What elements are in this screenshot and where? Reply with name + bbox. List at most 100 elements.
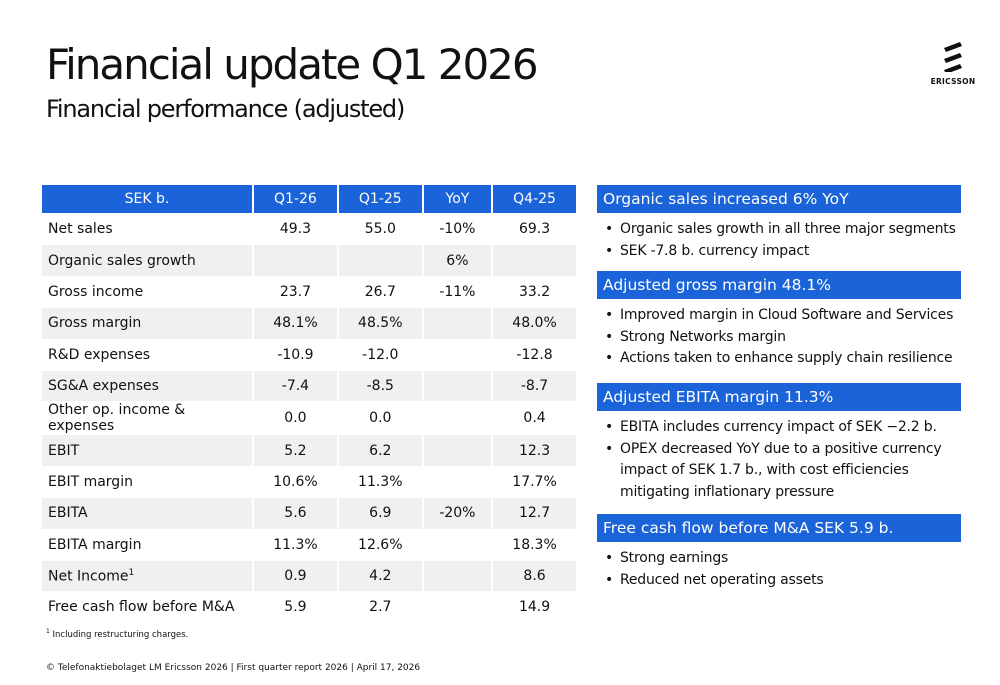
cell-q126: 0.9 [254,559,337,592]
cell-q126: -7.4 [254,369,337,402]
table-header-row: SEK b. Q1-26 Q1-25 YoY Q4-25 [42,185,576,213]
col-header-q1-25: Q1-25 [338,185,422,213]
highlight-panel: Free cash flow before M&A SEK 5.9 b. • Str… [597,514,961,591]
row-label: Other op. income & expenses [42,401,252,434]
cell-yoy: -20% [423,497,492,529]
panel-heading: Adjusted EBITA margin 11.3% [597,383,961,411]
table-row: EBIT margin 10.6% 11.3% 17.7% [42,465,576,497]
bullet-text: EBITA includes currency impact of SEK −2… [620,419,937,435]
row-label-text: Net sales [48,221,113,238]
bullet-item: • SEK -7.8 b. currency impact [597,241,961,263]
cell-q126: 10.6% [254,465,337,497]
bullet-icon: • [605,440,614,457]
cell-q425 [493,244,576,276]
page-title: Financial update Q1 2026 [46,40,539,89]
row-label-text: Other op. income & expenses [48,402,186,435]
bullet-item: • Improved margin in Cloud Software and S… [597,305,961,327]
row-label: EBIT margin [42,465,252,497]
bullet-text: Actions taken to enhance supply chain re… [620,350,953,366]
table-row: Net sales 49.3 55.0 -10% 69.3 [42,213,576,244]
table-row: EBIT 5.2 6.2 12.3 [42,434,576,466]
cell-q126: 48.1% [254,307,337,339]
footer-copyright: © Telefonaktiebolaget LM Ericsson 2026 |… [46,663,421,673]
highlight-panel: Adjusted gross margin 48.1% • Improved mar… [597,271,961,370]
cell-yoy: 6% [423,244,492,276]
row-label: EBITA margin [42,528,252,560]
cell-yoy [423,528,492,560]
bullet-icon: • [605,571,614,588]
footnote-ref: 1 [128,567,135,578]
cell-q125: 26.7 [338,275,422,307]
row-label: EBITA [42,497,252,529]
cell-q125: 6.2 [338,434,422,466]
cell-q425: 8.6 [493,559,576,592]
cell-q125: 6.9 [338,497,422,529]
cell-yoy [423,401,492,434]
bullet-list: • Strong earnings • Reduced net operating a… [597,548,961,591]
row-label-text: Gross margin [48,315,142,332]
table-row: Net Income1 0.9 4.2 8.6 [42,559,576,592]
row-label: Net Income1 [42,559,252,592]
footnote: 1 Including restructuring charges. [46,628,188,640]
cell-q126: -10.9 [254,338,337,370]
bullet-icon: • [605,307,614,323]
row-label: Free cash flow before M&A [42,591,252,622]
table-row: SG&A expenses -7.4 -8.5 -8.7 [42,369,576,402]
panel-heading: Organic sales increased 6% YoY [597,185,961,213]
cell-yoy: -11% [423,275,492,307]
cell-q425: 12.7 [493,497,576,529]
bullet-item: • EBITA includes currency impact of SEK −… [597,417,961,439]
row-label-text: EBITA [48,505,88,522]
cell-q126: 5.2 [254,434,337,466]
cell-yoy: -10% [423,213,492,244]
col-header-q1-26: Q1-26 [254,185,337,213]
logo-wordmark: ERICSSON [930,77,976,86]
row-label-text: EBIT [48,442,80,459]
table-body: Net sales 49.3 55.0 -10% 69.3 Organic sales g… [42,213,576,623]
financial-table: SEK b. Q1-26 Q1-25 YoY Q4-25 Net sales 49… [40,185,578,623]
cell-yoy [423,591,492,622]
row-label: SG&A expenses [42,369,252,402]
row-label-text: Free cash flow before M&A [48,599,235,616]
bullet-icon: • [605,419,614,435]
cell-yoy [423,559,492,592]
bullet-text: Strong earnings [620,550,729,566]
cell-q425: -12.8 [493,338,576,370]
cell-q126: 5.9 [254,591,337,622]
ericsson-logo: ERICSSON [930,42,976,86]
bullet-text: Reduced net operating assets [620,571,824,588]
row-label-text: Organic sales growth [48,252,196,269]
cell-q425: 33.2 [493,275,576,307]
row-label-text: EBITA margin [48,536,142,553]
row-label-text: R&D expenses [48,346,151,363]
cell-q126: 11.3% [254,528,337,560]
bullet-text: OPEX decreased YoY due to a positive cur… [620,440,942,500]
bullet-item: • Reduced net operating assets [597,570,961,592]
cell-q125: -8.5 [338,369,422,402]
cell-q126: 23.7 [254,275,337,307]
cell-q126: 0.0 [254,401,337,434]
row-label-text: Gross income [48,283,144,300]
panel-heading: Adjusted gross margin 48.1% [597,271,961,299]
table-row: EBITA 5.6 6.9 -20% 12.7 [42,497,576,529]
cell-q126 [254,244,337,276]
cell-q125: 12.6% [338,528,422,560]
cell-q125: -12.0 [338,338,422,370]
row-label: Gross margin [42,307,252,339]
ericsson-mark-icon [944,42,962,72]
row-label: R&D expenses [42,338,252,370]
bullet-list: • Improved margin in Cloud Software and S… [597,305,961,370]
cell-yoy [423,465,492,497]
footnote-text: Including restructuring charges. [52,629,189,640]
cell-q425: 48.0% [493,307,576,339]
cell-yoy [423,307,492,339]
table-row: Gross income 23.7 26.7 -11% 33.2 [42,275,576,307]
bullet-text: SEK -7.8 b. currency impact [620,242,810,259]
cell-q425: 0.4 [493,401,576,434]
bullet-text: Strong Networks margin [620,328,786,345]
row-label: EBIT [42,434,252,466]
col-header-label: SEK b. [42,185,252,213]
bullet-icon: • [605,328,614,345]
cell-q125: 2.7 [338,591,422,622]
cell-q126: 5.6 [254,497,337,529]
